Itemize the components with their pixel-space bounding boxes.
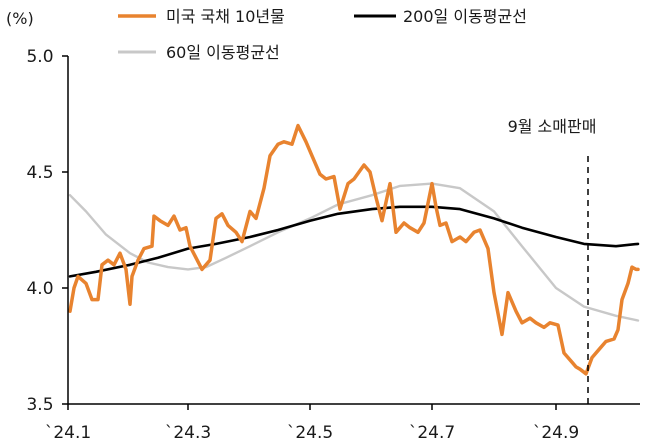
y-axis-ticks: 5.0 4.5 4.0 3.5 (26, 47, 68, 415)
unit-label: (%) (6, 9, 34, 28)
x-tick-label: `24.9 (533, 423, 579, 443)
annotation: 9월 소매판매 (508, 117, 597, 404)
x-tick-label: `24.5 (287, 423, 333, 443)
x-tick-label: `24.1 (45, 423, 91, 443)
series-line-ma60 (68, 182, 640, 322)
series-line-treasury-10y (68, 123, 640, 376)
y-tick-label: 3.5 (26, 395, 53, 415)
y-tick-label: 5.0 (26, 47, 53, 67)
legend-label-ma60: 60일 이동평균선 (166, 43, 280, 62)
legend-entry-ma200: 200일 이동평균선 (354, 7, 527, 26)
series-layer (68, 123, 640, 376)
x-tick-label: `24.3 (165, 423, 211, 443)
annotation-label: 9월 소매판매 (508, 117, 597, 136)
legend-label-ma200: 200일 이동평균선 (403, 7, 527, 26)
series-line-ma200 (68, 205, 640, 278)
legend: 미국 국채 10년물 200일 이동평균선 60일 이동평균선 (118, 7, 527, 62)
y-tick-label: 4.0 (26, 279, 53, 299)
legend-entry-ma60: 60일 이동평균선 (118, 43, 280, 62)
legend-label-treasury-10y: 미국 국채 10년물 (166, 7, 285, 26)
legend-entry-treasury-10y: 미국 국채 10년물 (118, 7, 285, 26)
y-tick-label: 4.5 (26, 163, 53, 183)
x-axis-ticks: `24.1 `24.3 `24.5 `24.7 `24.9 (45, 404, 579, 443)
x-tick-label: `24.7 (409, 423, 455, 443)
